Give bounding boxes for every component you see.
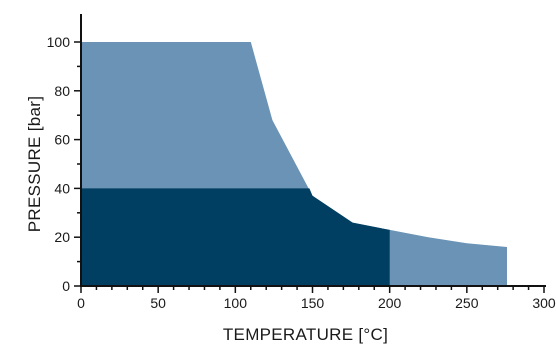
y-axis-ticks: 0 20 40 60 80 100 bbox=[47, 34, 81, 294]
y-axis-label: PRESSURE [bar] bbox=[25, 96, 44, 232]
x-tick-label: 200 bbox=[378, 295, 402, 311]
y-tick-label: 40 bbox=[54, 180, 70, 196]
x-tick-label: 300 bbox=[532, 295, 556, 311]
chart-areas bbox=[81, 42, 507, 286]
y-tick-label: 20 bbox=[54, 229, 70, 245]
x-tick-label: 50 bbox=[150, 295, 166, 311]
area-series-2 bbox=[81, 188, 390, 286]
y-tick-label: 0 bbox=[62, 278, 70, 294]
x-axis-label: TEMPERATURE [°C] bbox=[223, 325, 388, 344]
y-tick-label: 100 bbox=[47, 34, 71, 50]
x-tick-label: 0 bbox=[77, 295, 85, 311]
x-tick-label: 100 bbox=[224, 295, 248, 311]
x-axis-ticks: 0 50 100 150 200 250 300 bbox=[77, 286, 556, 311]
x-tick-label: 150 bbox=[301, 295, 325, 311]
x-tick-label: 250 bbox=[455, 295, 479, 311]
y-tick-label: 80 bbox=[54, 83, 70, 99]
y-tick-label: 60 bbox=[54, 132, 70, 148]
